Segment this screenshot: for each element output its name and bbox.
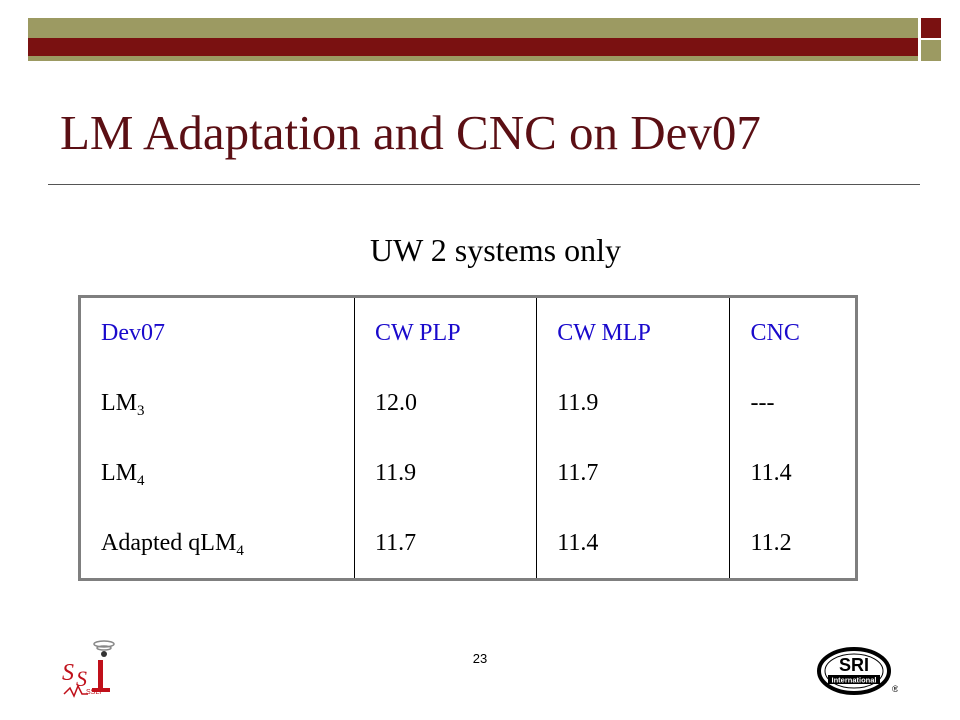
slide-title: LM Adaptation and CNC on Dev07: [60, 105, 761, 160]
results-table: Dev07 CW PLP CW MLP CNC LM3 12.0 11.9 --…: [78, 295, 858, 581]
header-bar-olive: [28, 18, 918, 38]
table-row: Adapted qLM4 11.7 11.4 11.2: [80, 508, 857, 580]
svg-text:SRI: SRI: [839, 655, 869, 675]
svg-text:®: ®: [892, 684, 898, 694]
column-header: CNC: [729, 296, 857, 368]
table-row: LM3 12.0 11.9 ---: [80, 368, 857, 438]
header-bar-maroon: [28, 38, 918, 56]
table-cell: 11.4: [536, 508, 730, 580]
row-label: Adapted qLM4: [101, 529, 244, 559]
sri-international-logo: SRI International ®: [816, 646, 899, 701]
table-cell: 11.4: [729, 438, 857, 508]
table-cell: 11.7: [353, 508, 537, 580]
row-label: LM3: [101, 389, 145, 419]
table-row: LM4 11.9 11.7 11.4: [80, 438, 857, 508]
column-header: CW PLP: [353, 296, 537, 368]
ssli-lab-logo: S S SSLI: [62, 634, 122, 709]
svg-text:International: International: [831, 676, 876, 685]
table-cell: 11.2: [729, 508, 857, 580]
table-cell: 11.9: [536, 368, 730, 438]
table-cell: 11.9: [353, 438, 537, 508]
svg-text:S: S: [62, 660, 74, 686]
title-divider: [48, 184, 920, 185]
table-cell: 12.0: [353, 368, 537, 438]
column-header: Dev07: [101, 319, 165, 346]
header-bar-olive-thin: [28, 56, 918, 61]
svg-text:SSLI: SSLI: [86, 689, 101, 696]
page-number: 23: [472, 651, 488, 666]
table-cell: 11.7: [536, 438, 730, 508]
slide-subtitle: UW 2 systems only: [370, 232, 621, 268]
corner-square-maroon: [921, 18, 941, 38]
row-label: LM4: [101, 459, 145, 489]
corner-square-olive: [921, 40, 941, 61]
table-header-row: Dev07 CW PLP CW MLP CNC: [80, 296, 857, 368]
table-cell: ---: [729, 368, 857, 438]
svg-text:S: S: [76, 666, 87, 691]
column-header: CW MLP: [536, 296, 730, 368]
